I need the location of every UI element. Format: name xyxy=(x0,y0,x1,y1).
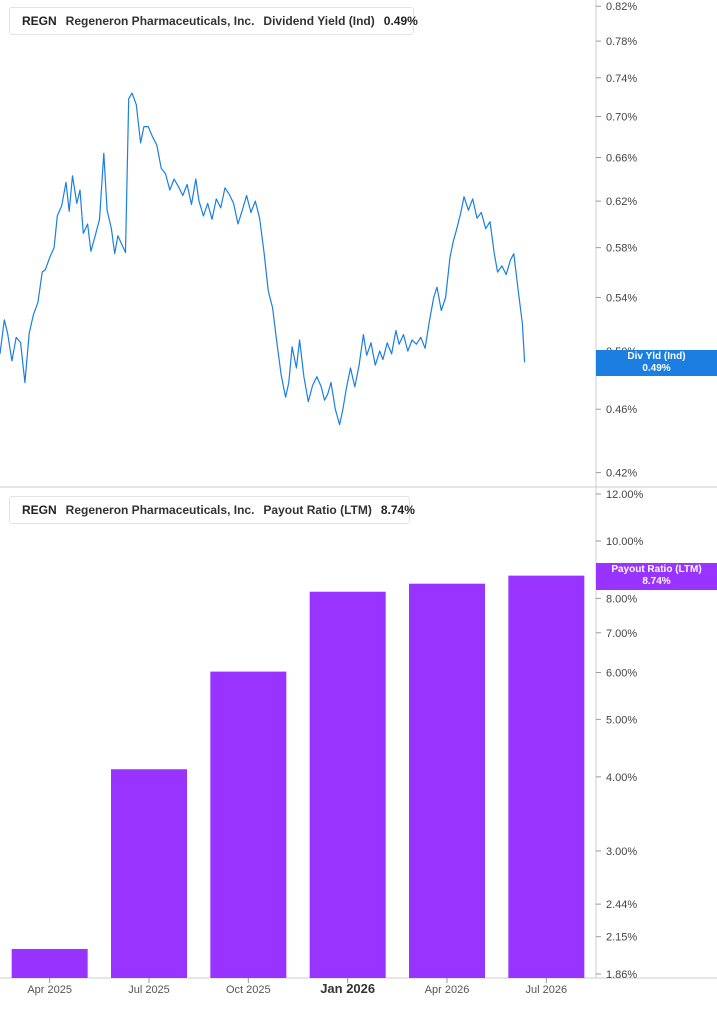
flag-label: Payout Ratio (LTM) xyxy=(611,563,702,575)
legend-ticker: REGN xyxy=(22,14,57,28)
current-value-flag-dividend-yield: Div Yld (Ind) 0.49% xyxy=(596,350,717,377)
x-tick-label: Oct 2025 xyxy=(226,984,271,996)
legend-ticker: REGN xyxy=(22,503,57,517)
y-tick-label: 2.44% xyxy=(606,899,637,911)
legend-metric: Dividend Yield (Ind) xyxy=(263,14,375,28)
bar-apr-2025 xyxy=(11,948,88,978)
y-tick-label: 2.15% xyxy=(606,932,637,944)
top-y-axis: 0.82% 0.78% 0.74% 0.70% 0.66% 0.62% 0.58% 0.54%… xyxy=(596,1,637,480)
legend-payout-ratio: REGN Regeneron Pharmaceuticals, Inc. Pay… xyxy=(9,496,415,524)
y-tick-label: 0.42% xyxy=(606,468,637,480)
y-tick-label: 1.86% xyxy=(606,969,637,981)
bar-jul-2026 xyxy=(508,575,585,978)
y-tick-label: 5.00% xyxy=(606,714,637,726)
y-tick-label: 0.70% xyxy=(606,112,637,124)
flag-value: 8.74% xyxy=(642,575,671,587)
y-tick-label: 0.66% xyxy=(606,153,637,165)
x-tick-label: Jan 2026 xyxy=(320,981,375,996)
x-axis-labels: Apr 2025 Jul 2025 Oct 2025 Jan 2026 Apr 2026… xyxy=(27,978,567,996)
y-tick-label: 4.00% xyxy=(606,772,637,784)
x-tick-label: Apr 2026 xyxy=(425,984,470,996)
y-tick-label: 10.00% xyxy=(606,536,644,548)
legend-value: 8.74% xyxy=(380,503,415,517)
y-tick-label: 0.82% xyxy=(606,1,637,13)
legend-metric: Payout Ratio (LTM) xyxy=(263,503,372,517)
legend-company: Regeneron Pharmaceuticals, Inc. xyxy=(65,14,255,28)
y-tick-label: 3.00% xyxy=(606,846,637,858)
bar-jul-2025 xyxy=(111,769,187,978)
line-series xyxy=(0,92,526,426)
y-tick-label: 0.58% xyxy=(606,243,637,255)
bar-oct-2025 xyxy=(210,671,287,978)
legend-dividend-yield: REGN Regeneron Pharmaceuticals, Inc. Div… xyxy=(9,7,418,35)
y-tick-label: 0.62% xyxy=(606,196,637,208)
dividend-yield-line xyxy=(0,92,526,426)
y-tick-label: 0.74% xyxy=(606,73,637,85)
y-tick-label: 0.78% xyxy=(606,36,637,48)
y-tick-label: 12.00% xyxy=(606,489,644,501)
x-tick-label: Jul 2026 xyxy=(526,984,568,996)
bar-series xyxy=(11,575,585,978)
current-value-flag-payout-ratio: Payout Ratio (LTM) 8.74% xyxy=(596,562,717,590)
legend-value: 0.49% xyxy=(383,14,418,28)
y-tick-label: 7.00% xyxy=(606,628,637,640)
legend-company: Regeneron Pharmaceuticals, Inc. xyxy=(65,503,255,517)
flag-label: Div Yld (Ind) xyxy=(627,351,686,363)
bar-apr-2026 xyxy=(409,583,485,978)
x-tick-label: Jul 2025 xyxy=(128,984,170,996)
y-tick-label: 0.54% xyxy=(606,292,637,304)
y-tick-label: 0.46% xyxy=(606,404,637,416)
y-tick-label: 6.00% xyxy=(606,667,637,679)
x-tick-label: Apr 2025 xyxy=(27,984,72,996)
y-tick-label: 8.00% xyxy=(606,593,637,605)
flag-value: 0.49% xyxy=(642,363,671,375)
bar-jan-2026 xyxy=(309,591,386,978)
